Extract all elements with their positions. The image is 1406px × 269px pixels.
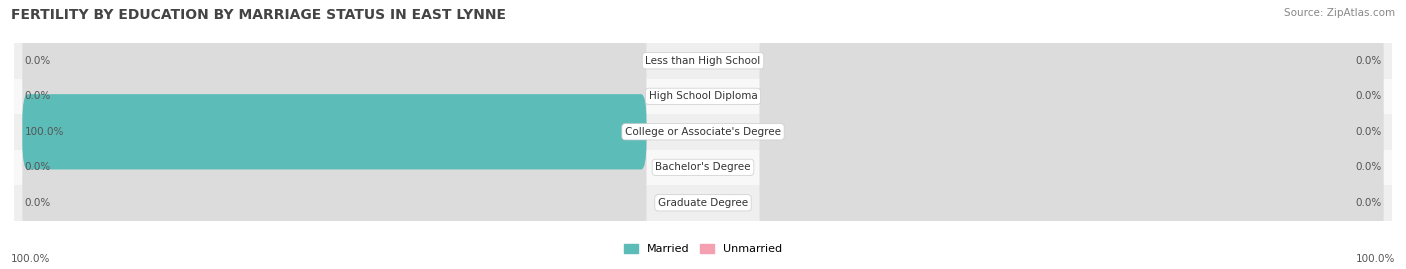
Bar: [14, 185, 1392, 221]
Bar: [14, 43, 1392, 79]
FancyBboxPatch shape: [22, 59, 647, 134]
Text: 0.0%: 0.0%: [24, 91, 51, 101]
Bar: [14, 114, 1392, 150]
Text: Less than High School: Less than High School: [645, 56, 761, 66]
Text: 0.0%: 0.0%: [24, 198, 51, 208]
FancyBboxPatch shape: [22, 94, 647, 169]
FancyBboxPatch shape: [22, 165, 647, 240]
Text: 100.0%: 100.0%: [24, 127, 63, 137]
FancyBboxPatch shape: [759, 165, 1384, 240]
Text: 100.0%: 100.0%: [11, 254, 51, 264]
Text: High School Diploma: High School Diploma: [648, 91, 758, 101]
Text: 0.0%: 0.0%: [1355, 91, 1382, 101]
Text: FERTILITY BY EDUCATION BY MARRIAGE STATUS IN EAST LYNNE: FERTILITY BY EDUCATION BY MARRIAGE STATU…: [11, 8, 506, 22]
Text: 0.0%: 0.0%: [1355, 56, 1382, 66]
Text: 0.0%: 0.0%: [24, 162, 51, 172]
Text: 100.0%: 100.0%: [1355, 254, 1395, 264]
Text: 0.0%: 0.0%: [1355, 162, 1382, 172]
Text: Bachelor's Degree: Bachelor's Degree: [655, 162, 751, 172]
Bar: [14, 150, 1392, 185]
FancyBboxPatch shape: [22, 23, 647, 98]
Bar: [14, 79, 1392, 114]
FancyBboxPatch shape: [22, 130, 647, 205]
Text: 0.0%: 0.0%: [24, 56, 51, 66]
Text: 0.0%: 0.0%: [1355, 198, 1382, 208]
Legend: Married, Unmarried: Married, Unmarried: [624, 244, 782, 254]
FancyBboxPatch shape: [759, 94, 1384, 169]
FancyBboxPatch shape: [759, 59, 1384, 134]
Text: College or Associate's Degree: College or Associate's Degree: [626, 127, 780, 137]
Text: Graduate Degree: Graduate Degree: [658, 198, 748, 208]
FancyBboxPatch shape: [759, 23, 1384, 98]
Text: 0.0%: 0.0%: [1355, 127, 1382, 137]
Text: Source: ZipAtlas.com: Source: ZipAtlas.com: [1284, 8, 1395, 18]
FancyBboxPatch shape: [759, 130, 1384, 205]
FancyBboxPatch shape: [22, 94, 647, 169]
